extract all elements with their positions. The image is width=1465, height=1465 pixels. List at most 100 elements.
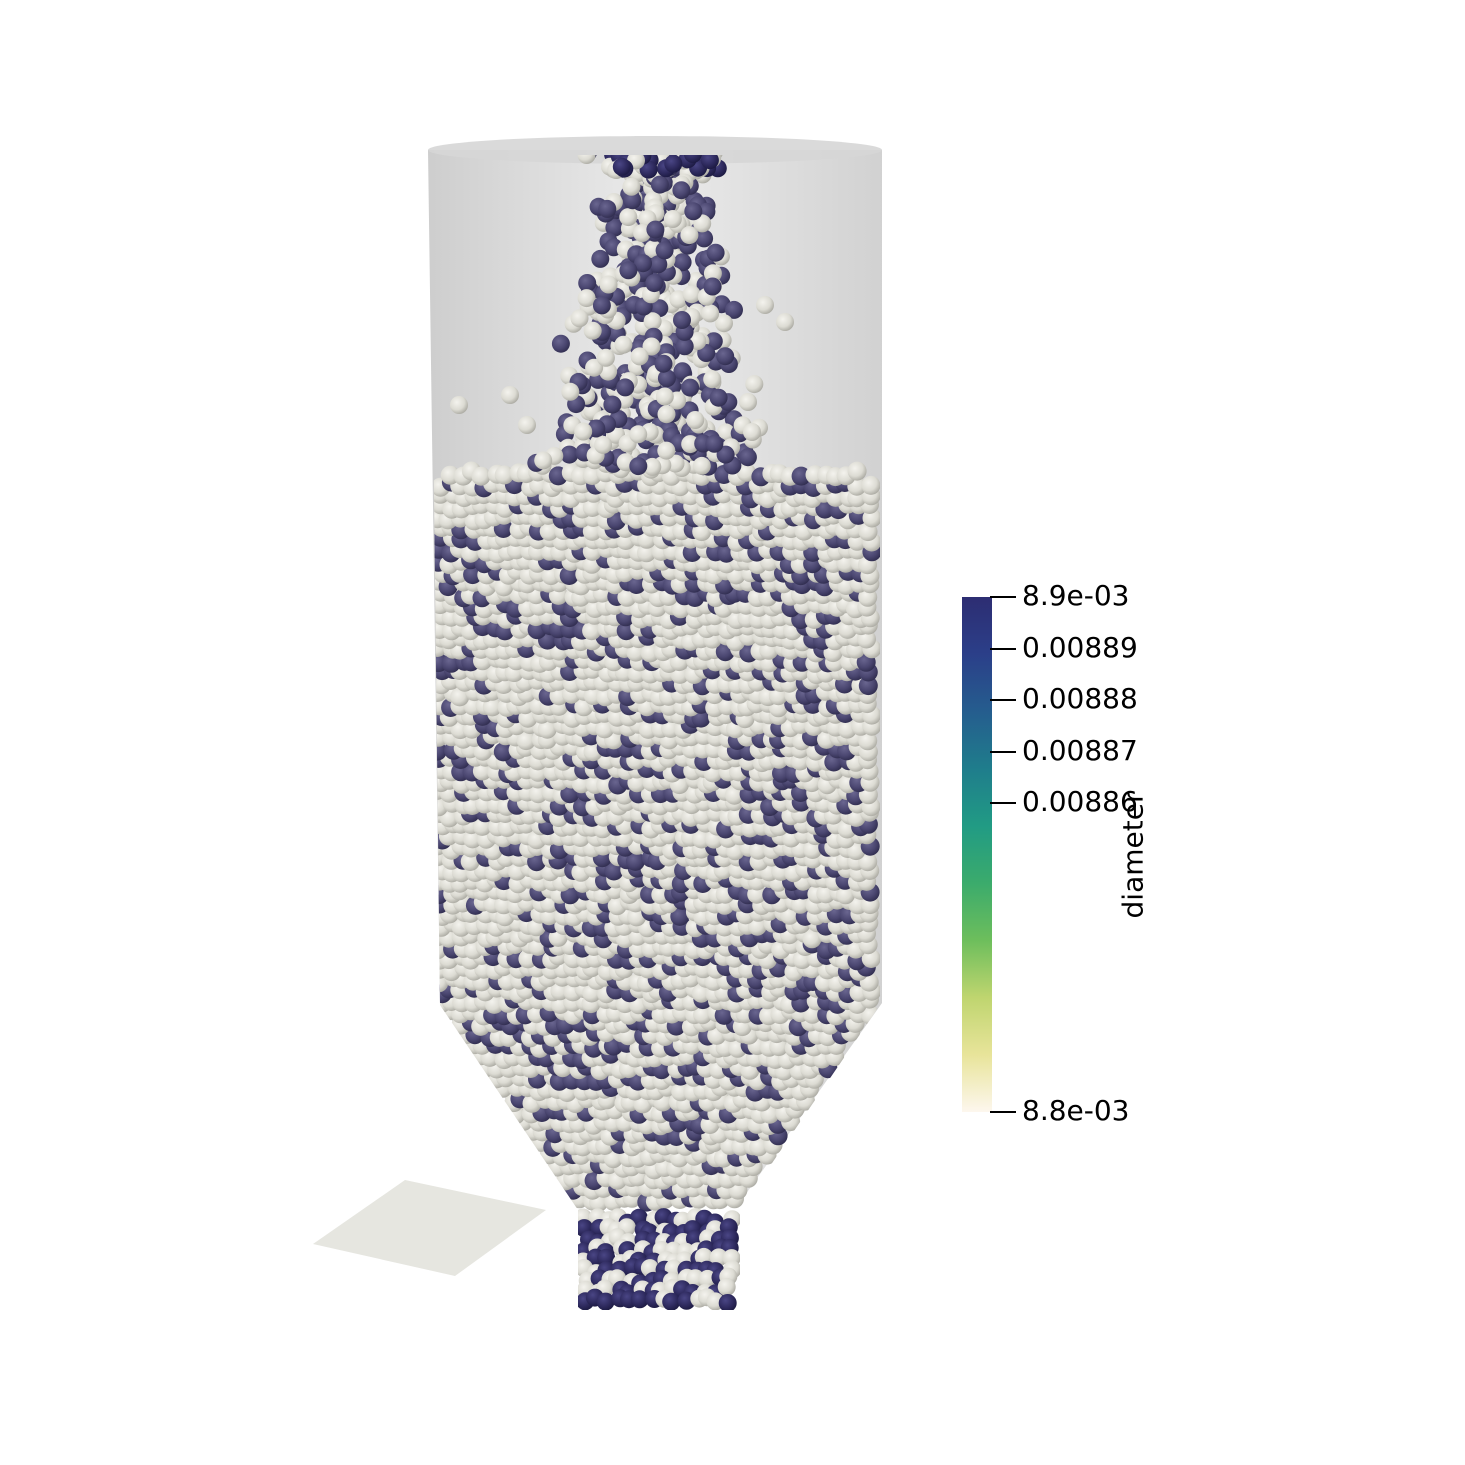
- particle: [578, 274, 597, 292]
- colorbar-tick-label: 8.8e-03: [1022, 1094, 1130, 1127]
- particle: [691, 983, 711, 1003]
- particle: [663, 210, 682, 228]
- colorbar-tick-mark: [990, 750, 1016, 753]
- particle: [717, 1277, 736, 1296]
- particle: [670, 906, 690, 926]
- particle: [682, 285, 701, 304]
- particle: [693, 1005, 713, 1025]
- particle: [748, 840, 768, 860]
- particle: [551, 334, 570, 353]
- particle: [604, 861, 624, 881]
- colorbar-tick-mark: [990, 647, 1016, 650]
- silo-top-rim: [428, 136, 882, 164]
- particle: [680, 226, 699, 245]
- particle: [657, 441, 676, 460]
- colorbar-tick-label: 0.00888: [1022, 682, 1138, 715]
- particle: [700, 155, 719, 170]
- particle: [642, 337, 661, 356]
- particle: [603, 395, 622, 414]
- particle: [861, 475, 880, 495]
- particle: [577, 155, 596, 164]
- particle: [657, 405, 676, 424]
- particle: [471, 466, 491, 486]
- particle: [858, 731, 878, 751]
- particle: [703, 264, 722, 283]
- particle: [597, 1248, 616, 1267]
- particle: [630, 1290, 649, 1309]
- colorbar-tick-label: 0.00889: [1022, 630, 1138, 664]
- particle: [747, 916, 767, 936]
- particle: [716, 445, 735, 464]
- particle: [703, 370, 722, 389]
- particle: [749, 1137, 769, 1157]
- particle: [493, 742, 513, 762]
- particle: [598, 199, 617, 218]
- particle: [736, 462, 756, 482]
- particle: [649, 255, 668, 274]
- particle: [560, 445, 579, 464]
- particle: [836, 885, 855, 905]
- particle: [582, 498, 602, 517]
- particle: [612, 157, 631, 176]
- particle: [605, 218, 624, 237]
- particle: [630, 347, 649, 366]
- particle: [673, 253, 692, 272]
- particle: [625, 851, 645, 871]
- particle: [561, 382, 580, 401]
- particle: [724, 785, 744, 805]
- particle: [725, 300, 743, 319]
- particle: [534, 451, 553, 470]
- particle: [629, 425, 648, 444]
- particle: [450, 687, 470, 707]
- colorbar-title-text: diameter: [1116, 791, 1150, 919]
- particle: [559, 566, 579, 585]
- particle: [716, 423, 735, 442]
- particle: [577, 289, 596, 308]
- particle: [698, 1269, 717, 1288]
- particle: [643, 312, 662, 331]
- particle: [629, 457, 648, 476]
- particle: [706, 243, 725, 262]
- particle: [709, 388, 728, 407]
- colorbar-tick-mark: [990, 802, 1016, 804]
- particle: [739, 393, 757, 411]
- particle: [599, 362, 618, 381]
- particle: [619, 208, 638, 227]
- particle: [516, 731, 536, 751]
- particle: [715, 499, 735, 519]
- particle: [634, 254, 652, 273]
- particle: [585, 358, 604, 377]
- particle: [681, 378, 700, 397]
- colorbar-tick-label: 8.9e-03: [1022, 579, 1130, 612]
- particle: [646, 220, 665, 239]
- particle: [701, 304, 720, 323]
- particle: [599, 275, 618, 294]
- particle: [650, 175, 669, 194]
- particle: [594, 435, 613, 454]
- particle: [627, 575, 646, 594]
- particle-bed: [430, 155, 880, 1310]
- colorbar-tick-mark: [990, 1111, 1016, 1113]
- particle: [664, 155, 683, 173]
- particle: [681, 435, 700, 454]
- particle: [643, 457, 662, 476]
- particle: [582, 521, 602, 541]
- particle: [847, 461, 867, 481]
- particle: [639, 160, 658, 179]
- particle: [684, 202, 703, 221]
- particle: [657, 369, 676, 388]
- particle: [501, 386, 519, 404]
- colorbar-tick-mark: [990, 699, 1016, 701]
- particle: [645, 274, 664, 293]
- particle: [654, 354, 673, 373]
- particle: [673, 311, 691, 329]
- particle: [637, 543, 656, 563]
- particle: [791, 466, 811, 486]
- particle: [703, 277, 722, 296]
- particle: [743, 423, 761, 441]
- colorbar: 8.9e-03 0.00889 0.00888 0.00887 0.00886 8.8e-…: [962, 579, 1162, 1137]
- colorbar-tick-label: 0.00886: [1022, 785, 1138, 818]
- particle: [776, 313, 794, 331]
- particle: [596, 1292, 615, 1310]
- ground-plane: [313, 1180, 546, 1276]
